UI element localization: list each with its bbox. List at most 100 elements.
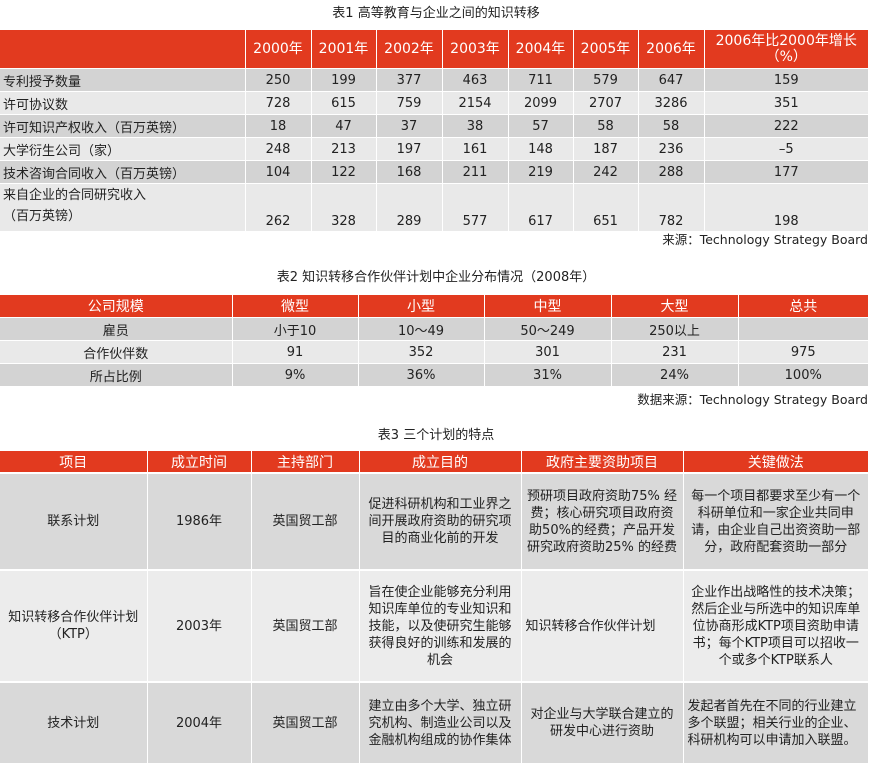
table-row: 知识转移合作伙伴计划（KTP） 2003年 英国贸工部 旨在使企业能够充分利用知… — [0, 569, 868, 682]
row-label: 合作伙伴数 — [0, 340, 232, 364]
program-dept: 英国贸工部 — [250, 681, 359, 763]
row-label: 许可协议数 — [0, 91, 245, 115]
cell: 711 — [507, 68, 573, 92]
table2-header-micro: 微型 — [231, 295, 358, 318]
cell: 328 — [310, 183, 376, 231]
cell: 250 — [244, 68, 311, 92]
table2-source: 数据来源：Technology Strategy Board — [637, 392, 868, 407]
table2-caption: 表2 知识转移合作伙伴计划中企业分布情况（2008年） — [276, 270, 596, 285]
program-year: 2003年 — [146, 569, 251, 682]
program-funding: 预研项目政府资助75% 经费；核心研究项目政府资助50%的经费；产品开发研究政府… — [520, 472, 683, 570]
table-row: 合作伙伴数 91 352 301 231 975 — [0, 340, 868, 364]
cell: 248 — [244, 137, 311, 161]
cell: 168 — [375, 160, 442, 184]
cell: 159 — [703, 68, 868, 92]
cell: 2707 — [572, 91, 638, 115]
table2-header-row: 公司规模 微型 小型 中型 大型 总共 — [0, 295, 868, 318]
row-label: 专利授予数量 — [0, 68, 245, 92]
cell: 10～49 — [357, 317, 484, 341]
table3-header-funding: 政府主要资助项目 — [520, 451, 683, 473]
cell: 3286 — [637, 91, 704, 115]
cell — [737, 317, 868, 341]
table2-header-medium: 中型 — [483, 295, 611, 318]
cell: 177 — [703, 160, 868, 184]
program-funding: 知识转移合作伙伴计划 — [520, 569, 683, 682]
cell: 122 — [310, 160, 376, 184]
cell: 100% — [737, 363, 868, 386]
cell: 782 — [637, 183, 704, 231]
table1-caption: 表1 高等教育与企业之间的知识转移 — [332, 6, 540, 21]
program-name: 知识转移合作伙伴计划（KTP） — [0, 569, 147, 682]
row-label: 所占比例 — [0, 363, 232, 386]
cell: 728 — [244, 91, 311, 115]
program-name: 联系计划 — [0, 472, 147, 570]
cell: –5 — [703, 137, 868, 161]
cell: 161 — [441, 137, 508, 161]
table-row: 技术咨询合同收入（百万英镑） 104 122 168 211 219 242 2… — [0, 160, 868, 184]
cell: 577 — [441, 183, 508, 231]
table1-source: 来源：Technology Strategy Board — [662, 232, 868, 247]
cell: 24% — [610, 363, 738, 386]
cell: 148 — [507, 137, 573, 161]
table-row: 技术计划 2004年 英国贸工部 建立由多个大学、独立研究机构、制造业公司以及金… — [0, 681, 868, 763]
cell: 651 — [572, 183, 638, 231]
table1-header-row: 2000年 2001年 2002年 2003年 2004年 2005年 2006… — [0, 30, 868, 69]
table2-header-size: 公司规模 — [0, 295, 232, 318]
program-name: 技术计划 — [0, 681, 147, 763]
cell: 301 — [483, 340, 611, 364]
table3-header-dept: 主持部门 — [250, 451, 359, 473]
program-funding: 对企业与大学联合建立的研发中心进行资助 — [520, 681, 683, 763]
cell: 9% — [231, 363, 358, 386]
cell: 2099 — [507, 91, 573, 115]
cell: 463 — [441, 68, 508, 92]
program-practice: 发起者首先在不同的行业建立多个联盟；相关行业的企业、科研机构可以申请加入联盟。 — [682, 681, 868, 763]
table-row: 许可知识产权收入（百万英镑） 18 47 37 38 57 58 58 222 — [0, 114, 868, 138]
cell: 213 — [310, 137, 376, 161]
program-dept: 英国贸工部 — [250, 569, 359, 682]
cell: 187 — [572, 137, 638, 161]
program-purpose: 旨在使企业能够充分利用知识库单位的专业知识和技能，以及使研究生能够获得良好的训练… — [358, 569, 521, 682]
table1-header-2002: 2002年 — [375, 30, 442, 69]
program-dept: 英国贸工部 — [250, 472, 359, 570]
cell: 197 — [375, 137, 442, 161]
cell: 377 — [375, 68, 442, 92]
cell: 975 — [737, 340, 868, 364]
cell: 615 — [310, 91, 376, 115]
table3-header-row: 项目 成立时间 主持部门 成立目的 政府主要资助项目 关键做法 — [0, 451, 868, 473]
row-label: 技术咨询合同收入（百万英镑） — [0, 160, 245, 184]
cell: 91 — [231, 340, 358, 364]
cell: 617 — [507, 183, 573, 231]
cell: 352 — [357, 340, 484, 364]
table-row: 大学衍生公司（家） 248 213 197 161 148 187 236 –5 — [0, 137, 868, 161]
table1-header-2001: 2001年 — [310, 30, 376, 69]
table3-header-practice: 关键做法 — [682, 451, 868, 473]
cell: 18 — [244, 114, 311, 138]
table1-header-2006: 2006年 — [637, 30, 704, 69]
program-practice: 企业作出战略性的技术决策；然后企业与所选中的知识库单位协商形成KTP项目资助申请… — [682, 569, 868, 682]
cell: 小于10 — [231, 317, 358, 341]
cell: 242 — [572, 160, 638, 184]
cell: 50～249 — [483, 317, 611, 341]
table3-program-features: 项目 成立时间 主持部门 成立目的 政府主要资助项目 关键做法 联系计划 198… — [0, 451, 868, 763]
cell: 58 — [637, 114, 704, 138]
cell: 31% — [483, 363, 611, 386]
table-row: 许可协议数 728 615 759 2154 2099 2707 3286 35… — [0, 91, 868, 115]
cell: 38 — [441, 114, 508, 138]
table1-header-blank — [0, 30, 245, 69]
table-row: 联系计划 1986年 英国贸工部 促进科研机构和工业界之间开展政府资助的研究项目… — [0, 472, 868, 570]
cell: 57 — [507, 114, 573, 138]
cell: 198 — [703, 183, 868, 231]
row-label: 大学衍生公司（家） — [0, 137, 245, 161]
table1-header-2005: 2005年 — [572, 30, 638, 69]
table3-header-project: 项目 — [0, 451, 147, 473]
cell: 288 — [637, 160, 704, 184]
table1-header-2004: 2004年 — [507, 30, 573, 69]
cell: 2154 — [441, 91, 508, 115]
program-year: 1986年 — [146, 472, 251, 570]
table1-header-2003: 2003年 — [441, 30, 508, 69]
cell: 211 — [441, 160, 508, 184]
cell: 104 — [244, 160, 311, 184]
cell: 36% — [357, 363, 484, 386]
program-purpose: 促进科研机构和工业界之间开展政府资助的研究项目的商业化前的开发 — [358, 472, 521, 570]
cell: 222 — [703, 114, 868, 138]
